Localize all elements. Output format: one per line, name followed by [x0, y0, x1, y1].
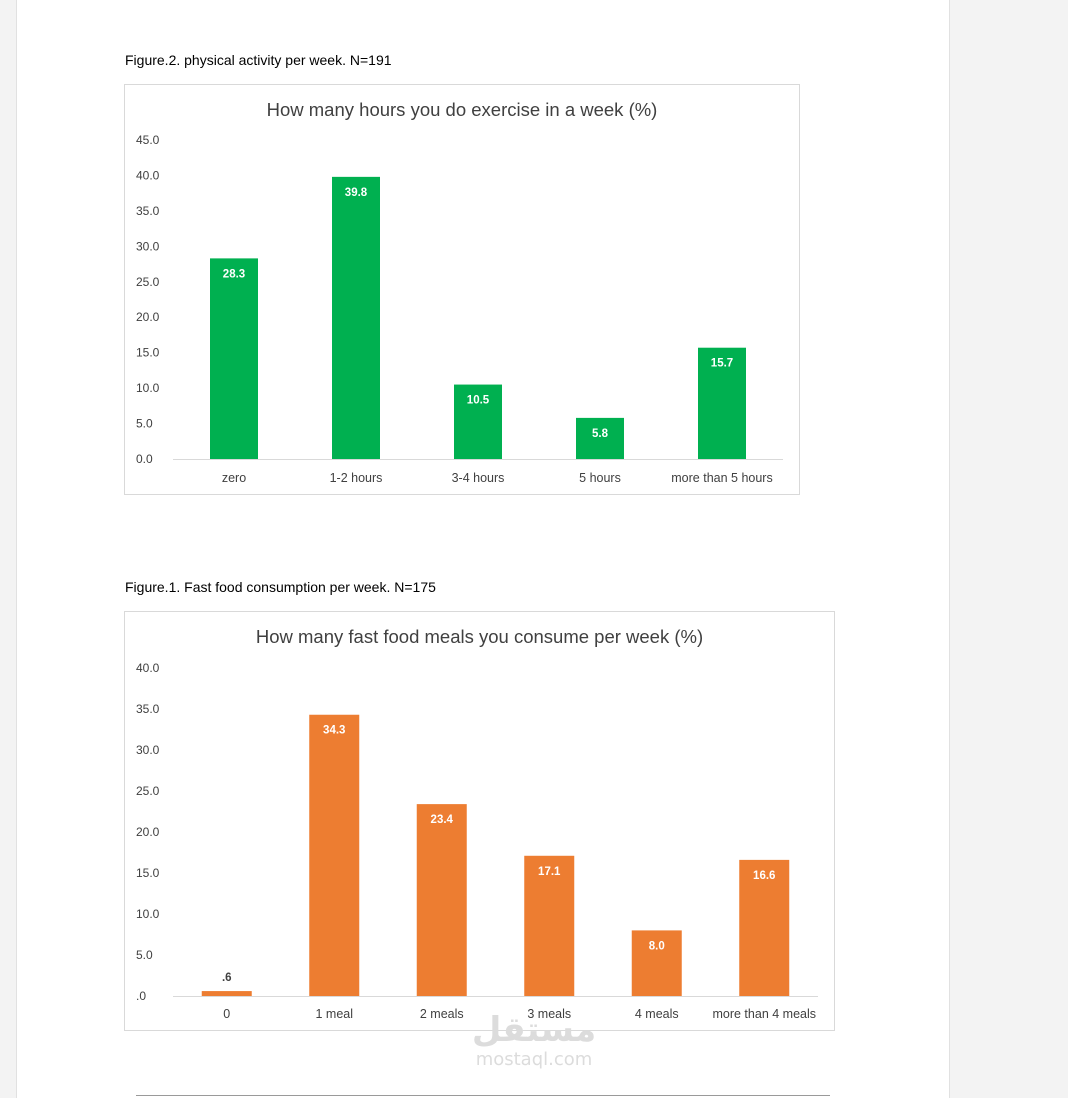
fastfood-data-label: 17.1: [538, 866, 561, 878]
fastfood-bar: [416, 804, 467, 996]
fastfood-data-label: 34.3: [323, 725, 345, 737]
exercise-chart-title: How many hours you do exercise in a week…: [267, 99, 658, 120]
exercise-bar: [576, 417, 624, 459]
fastfood-bar: [309, 714, 360, 996]
fastfood-y-tick-label: 10.0: [136, 907, 160, 921]
exercise-chart: How many hours you do exercise in a week…: [124, 84, 800, 495]
exercise-category-label: 5 hours: [579, 471, 621, 485]
watermark: مستقل mostaql.com: [468, 1010, 600, 1070]
fastfood-chart: How many fast food meals you consume per…: [124, 611, 835, 1031]
fastfood-y-tick-label: 15.0: [136, 866, 160, 880]
fastfood-category-label: 4 meals: [635, 1007, 679, 1021]
exercise-y-tick-label: 10.0: [136, 381, 160, 395]
bottom-rule: [136, 1095, 830, 1096]
exercise-y-tick-label: 45.0: [136, 133, 160, 147]
exercise-category-label: 3-4 hours: [452, 471, 505, 485]
exercise-bar: [210, 258, 258, 459]
fastfood-chart-svg: How many fast food meals you consume per…: [136, 626, 818, 1021]
exercise-data-label: 28.3: [223, 268, 245, 280]
exercise-bar: [332, 176, 380, 459]
exercise-y-tick-label: 25.0: [136, 275, 160, 289]
figure-1-caption: Figure.1. Fast food consumption per week…: [125, 579, 436, 595]
exercise-data-label: 39.8: [345, 187, 368, 199]
fastfood-chart-title: How many fast food meals you consume per…: [256, 626, 703, 647]
fastfood-y-tick-label: 35.0: [136, 702, 160, 716]
exercise-data-label: 5.8: [592, 428, 609, 440]
fastfood-category-label: 3 meals: [527, 1007, 571, 1021]
fastfood-category-label: 0: [223, 1007, 230, 1021]
exercise-data-label: 10.5: [467, 395, 490, 407]
fastfood-data-label: 16.6: [753, 870, 775, 882]
fastfood-data-label: .6: [222, 972, 232, 984]
exercise-y-tick-label: 35.0: [136, 204, 160, 218]
fastfood-bar: [631, 930, 682, 996]
exercise-y-tick-label: 20.0: [136, 310, 160, 324]
fastfood-y-tick-label: 40.0: [136, 661, 160, 675]
fastfood-y-tick-label: 30.0: [136, 743, 160, 757]
fastfood-y-tick-label: 20.0: [136, 825, 160, 839]
exercise-y-tick-label: 40.0: [136, 168, 160, 182]
exercise-bar: [454, 384, 502, 459]
fastfood-data-label: 23.4: [431, 814, 454, 826]
fastfood-bar: [524, 855, 575, 996]
exercise-y-tick-label: 30.0: [136, 239, 160, 253]
exercise-category-label: more than 5 hours: [671, 471, 772, 485]
fastfood-category-label: 1 meal: [315, 1007, 353, 1021]
fastfood-category-label: more than 4 meals: [712, 1007, 816, 1021]
exercise-data-label: 15.7: [711, 358, 733, 370]
exercise-category-label: 1-2 hours: [330, 471, 383, 485]
fastfood-y-tick-label: 5.0: [136, 948, 153, 962]
exercise-y-tick-label: 5.0: [136, 417, 153, 431]
exercise-chart-svg: How many hours you do exercise in a week…: [136, 99, 783, 485]
fastfood-y-tick-label: 25.0: [136, 784, 160, 798]
fastfood-bar: [201, 991, 252, 996]
watermark-logo: مستقل: [471, 1010, 597, 1050]
fastfood-bar: [739, 859, 790, 996]
exercise-y-tick-label: 0.0: [136, 452, 153, 466]
fastfood-category-label: 2 meals: [420, 1007, 464, 1021]
exercise-y-tick-label: 15.0: [136, 346, 160, 360]
fastfood-y-tick-label: .0: [136, 989, 146, 1003]
exercise-category-label: zero: [222, 471, 246, 485]
figure-2-caption: Figure.2. physical activity per week. N=…: [125, 52, 392, 68]
watermark-text: mostaql.com: [475, 1049, 593, 1070]
exercise-bar: [698, 347, 746, 459]
fastfood-data-label: 8.0: [649, 940, 665, 952]
